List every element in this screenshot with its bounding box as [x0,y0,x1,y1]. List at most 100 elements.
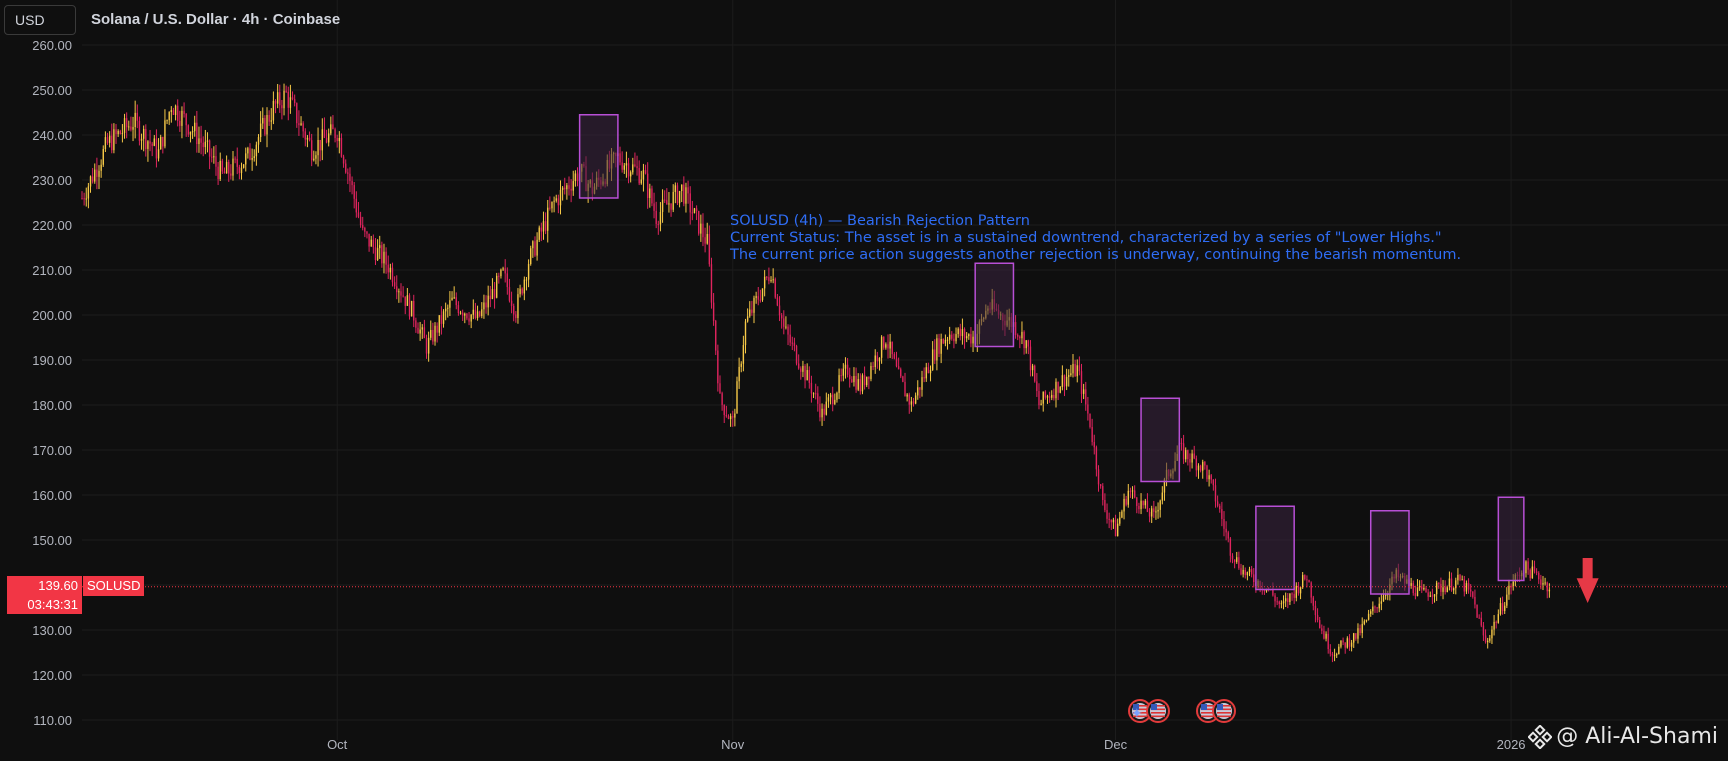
candle-body [1146,500,1149,512]
candle-body [481,309,483,317]
candle-body [1110,519,1112,523]
candle-body [829,394,832,398]
candle-body [483,302,485,310]
candle-body [1491,629,1493,639]
candle-body [1482,625,1485,636]
candle-body [961,329,964,337]
candle-body [474,309,477,318]
candle-body [1089,413,1091,428]
candle-body [1478,617,1480,619]
candle-body [1231,555,1234,560]
candle-body [383,251,385,264]
candle-body [385,251,387,265]
candle-body [1180,442,1183,444]
candle-body [1497,614,1500,623]
x-tick-label: Dec [1104,737,1128,752]
candle-body [1314,605,1317,616]
candle-body [408,295,411,317]
candle-body [831,394,834,404]
candle-body [187,125,190,135]
candle-body [1163,479,1166,493]
candle-body [1533,566,1536,572]
candle-body [823,408,825,415]
candle-body [1197,465,1200,471]
currency-selector[interactable]: USD [4,5,76,35]
candle-body [1457,574,1459,581]
candle-body [1074,363,1076,377]
candle-body [1304,575,1306,580]
candle-body [619,153,621,163]
rejection-box[interactable] [578,114,619,199]
us-flag-event-icon[interactable] [1146,699,1170,723]
candle-body [678,191,681,204]
candle-body [1282,601,1285,604]
rejection-box[interactable] [1497,496,1525,582]
candle-body [270,120,272,122]
candle-body [889,341,891,349]
candle-body [81,198,83,199]
analysis-annotation[interactable]: SOLUSD (4h) — Bearish Rejection Pattern … [730,213,1461,264]
candle-body [849,374,851,380]
candle-body [897,366,900,370]
candlestick-series [81,83,1551,663]
candle-body [723,404,725,416]
us-flag-event-icon[interactable] [1212,699,1236,723]
candle-body [87,186,90,199]
candle-body [883,336,885,348]
candle-body [447,307,449,309]
candle-body [117,130,119,135]
candle-body [755,296,757,298]
candle-body [285,90,287,92]
candle-body [523,279,526,294]
candle-body [1321,628,1323,631]
candle-body [844,364,847,369]
candle-body [364,227,366,232]
candle-body [321,129,324,151]
candle-body [793,342,796,346]
candle-body [345,163,347,173]
rejection-box[interactable] [1255,505,1295,591]
rejection-box[interactable] [1140,397,1181,483]
candle-body [349,173,351,181]
candle-body [259,123,262,138]
candle-body [906,394,908,397]
candle-body [208,140,211,157]
candle-body [1136,497,1138,506]
candle-body [249,148,251,160]
candle-body [293,99,296,104]
y-tick-label: 230.00 [32,173,72,188]
candle-body [372,239,375,248]
candle-body [634,164,636,167]
candle-body [1374,606,1376,608]
us-flag-event-icon[interactable] [1128,699,1152,723]
candle-body [417,327,419,334]
candle-body [228,161,230,174]
candle-body [863,375,866,386]
candle-body [138,120,141,141]
candle-body [1376,607,1378,609]
down-arrow-icon[interactable] [1576,558,1599,603]
symbol-tag: SOLUSD [83,576,145,596]
rejection-box[interactable] [974,262,1015,348]
candle-body [853,375,855,383]
candle-body [217,166,219,180]
candle-body [1078,365,1081,372]
rejection-box[interactable] [1369,510,1410,595]
candle-body [759,299,762,301]
candle-body [1221,509,1223,519]
candle-body [676,185,679,204]
candle-body [836,392,838,400]
candle-body [185,114,187,126]
candle-body [1138,505,1140,510]
candle-body [774,279,776,298]
candle-body [1131,490,1134,492]
candle-body [1059,387,1061,393]
candle-body [1425,587,1427,593]
candle-body [191,131,194,133]
candle-body [972,336,974,344]
candle-body [89,176,92,187]
candle-body [1455,580,1457,589]
candle-body [1034,365,1036,382]
candle-body [568,185,570,189]
